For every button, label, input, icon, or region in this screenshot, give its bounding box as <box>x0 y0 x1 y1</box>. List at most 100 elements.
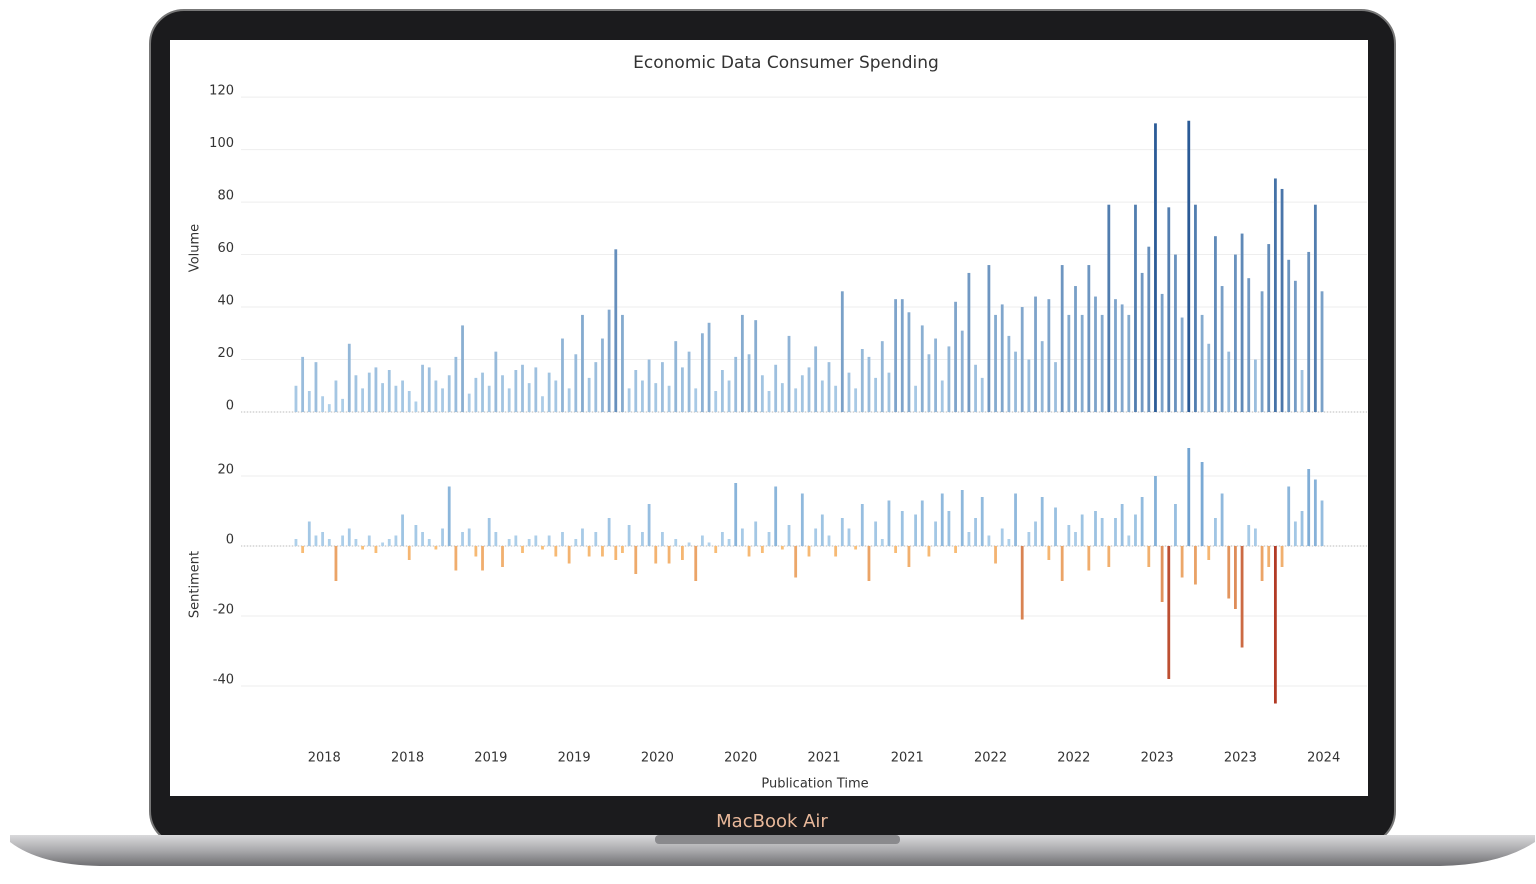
bar <box>800 493 804 546</box>
bar <box>887 500 891 546</box>
bar <box>687 542 691 546</box>
bar <box>294 539 298 546</box>
bar <box>527 383 531 412</box>
bar <box>381 383 384 412</box>
x-tick-label: 2021 <box>807 751 840 766</box>
bar <box>534 367 538 412</box>
bar <box>1260 291 1264 412</box>
bar <box>347 528 351 546</box>
bar <box>487 518 491 546</box>
x-tick-label: 2023 <box>1224 751 1257 766</box>
x-tick-label: 2019 <box>558 751 591 766</box>
bar <box>521 546 524 553</box>
bar <box>1280 546 1284 567</box>
bar <box>1014 493 1017 546</box>
bar <box>754 521 758 546</box>
bar <box>734 483 738 546</box>
bar <box>467 393 471 412</box>
bar <box>1087 546 1091 571</box>
bar <box>567 388 571 412</box>
bar <box>367 372 371 412</box>
bar <box>667 546 671 564</box>
bar <box>934 338 937 412</box>
bar <box>1194 546 1197 585</box>
bar <box>1200 462 1204 546</box>
bar <box>421 532 424 546</box>
bar <box>601 546 604 557</box>
bar <box>321 396 325 412</box>
bar <box>1287 259 1291 412</box>
bar <box>894 546 898 553</box>
hinge-notch <box>655 835 900 844</box>
bar <box>607 309 611 412</box>
bar <box>1034 296 1037 412</box>
bar <box>301 546 305 553</box>
bar <box>714 391 718 412</box>
bar <box>1040 341 1044 412</box>
bar <box>521 364 524 412</box>
bar <box>341 535 345 546</box>
bar <box>1054 362 1057 412</box>
bar <box>1227 351 1231 412</box>
bar <box>1094 296 1097 412</box>
y-tick-label: -20 <box>213 603 234 618</box>
bar <box>547 372 551 412</box>
bar <box>481 372 484 412</box>
bar <box>1154 476 1157 546</box>
bar <box>301 356 305 412</box>
y-tick-label: -40 <box>213 673 234 688</box>
bar <box>561 532 564 546</box>
bar <box>827 362 831 412</box>
bar <box>661 532 664 546</box>
bar <box>1134 514 1137 546</box>
bar <box>434 380 438 412</box>
bar <box>814 528 818 546</box>
bar <box>974 518 977 546</box>
bar <box>294 385 298 412</box>
bar <box>434 546 438 550</box>
bar <box>920 500 924 546</box>
bar <box>774 486 778 546</box>
bar <box>1300 511 1304 546</box>
bar <box>474 546 478 557</box>
x-tick-label: 2018 <box>391 751 424 766</box>
bar <box>1307 251 1311 412</box>
bar <box>561 338 564 412</box>
bar <box>494 532 498 546</box>
bar <box>800 375 804 412</box>
bar <box>1167 207 1171 412</box>
bar <box>1067 314 1071 412</box>
bar <box>1160 546 1164 602</box>
bar <box>854 388 858 412</box>
bar <box>1047 299 1051 412</box>
bar <box>314 535 318 546</box>
bar <box>587 377 591 412</box>
bar <box>441 528 444 546</box>
bar <box>441 388 444 412</box>
bar <box>1074 532 1077 546</box>
bar <box>327 404 331 412</box>
bar <box>907 546 911 567</box>
bar <box>507 388 511 412</box>
bar <box>627 388 631 412</box>
bar <box>720 370 724 412</box>
bar <box>614 546 618 560</box>
y-axis-title: Volume <box>188 224 203 272</box>
bar <box>867 546 871 581</box>
y-tick-label: 20 <box>217 346 234 361</box>
bar <box>1234 546 1237 609</box>
bar <box>1100 518 1104 546</box>
bar <box>927 354 931 412</box>
bar <box>387 370 391 412</box>
bar <box>787 335 791 412</box>
x-tick-label: 2022 <box>974 751 1007 766</box>
bar <box>601 338 604 412</box>
bar <box>914 514 918 546</box>
bar <box>1147 246 1151 412</box>
bar <box>621 314 624 412</box>
bar <box>727 380 731 412</box>
bar <box>954 546 957 553</box>
bar <box>1007 335 1011 412</box>
bar <box>654 546 658 564</box>
bar <box>1107 204 1111 412</box>
